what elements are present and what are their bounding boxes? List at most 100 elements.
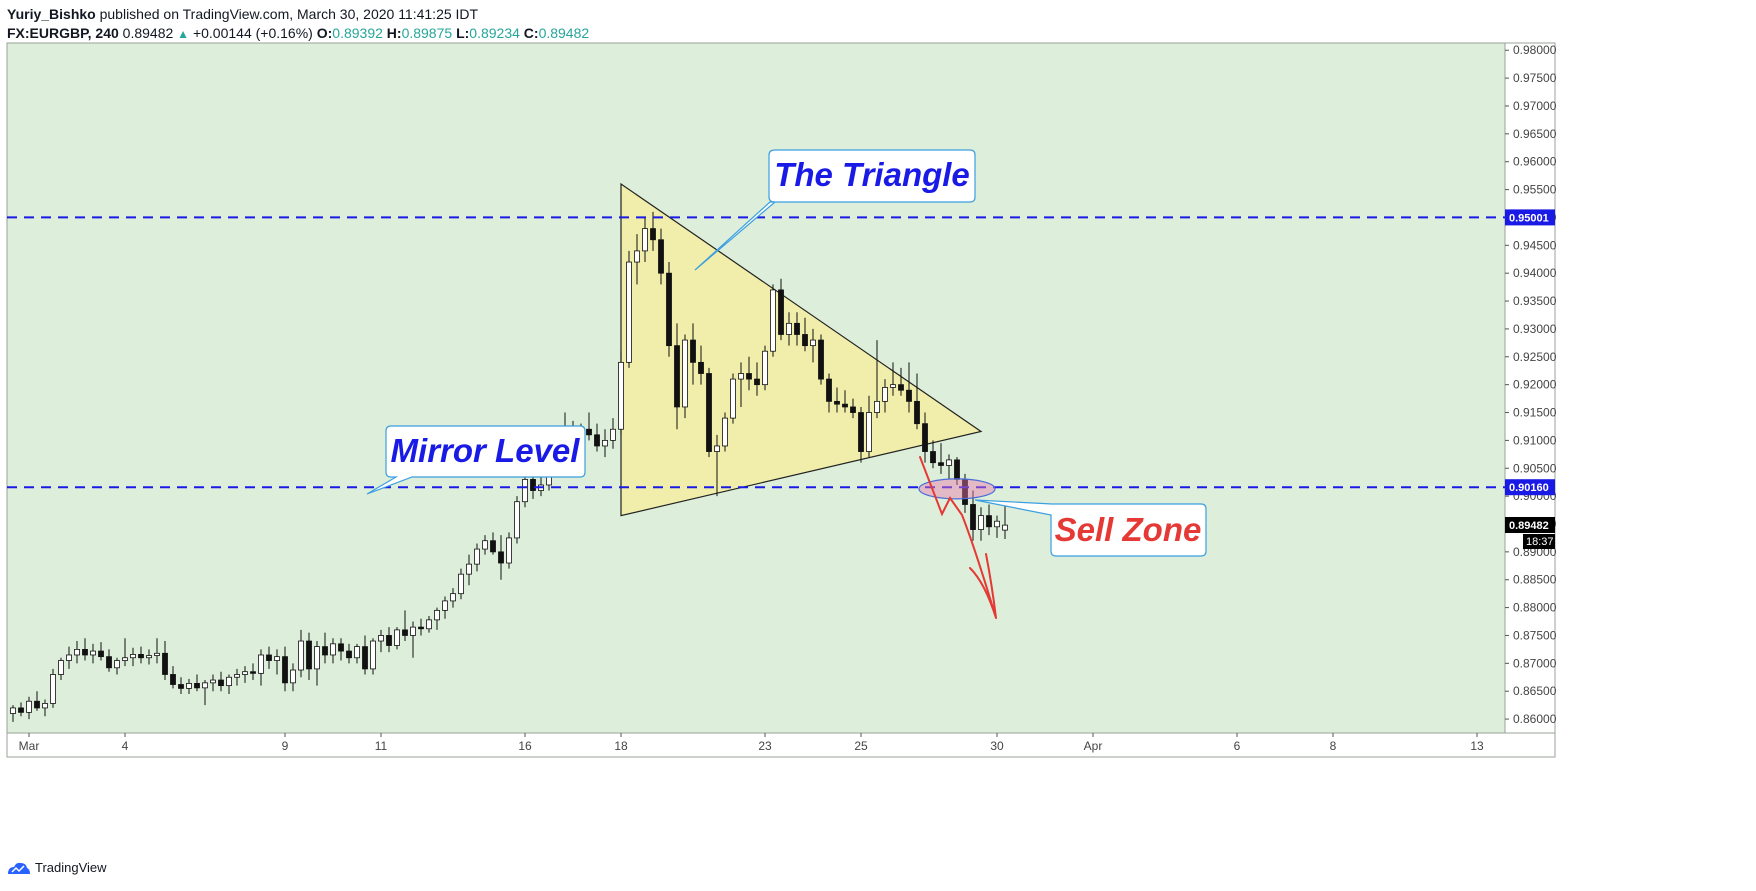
time-axis bbox=[6, 732, 1556, 758]
tradingview-brand[interactable]: TradingView bbox=[7, 860, 107, 875]
candle-body bbox=[474, 548, 480, 565]
author-name[interactable]: Yuriy_Bishko bbox=[7, 6, 96, 22]
y-tick-label: 0.86500 bbox=[1513, 684, 1557, 698]
candle-body bbox=[490, 540, 496, 553]
candle-body bbox=[898, 384, 904, 391]
level-price-label: 0.95001 bbox=[1509, 212, 1549, 224]
x-tick-label: Apr bbox=[1084, 739, 1103, 753]
callout-text: Sell Zone bbox=[1055, 511, 1202, 548]
candle-body bbox=[506, 537, 512, 564]
candle bbox=[66, 646, 72, 669]
candle-body bbox=[858, 412, 864, 452]
candle-body bbox=[770, 289, 776, 352]
candle-body bbox=[970, 504, 976, 530]
y-tick-label: 0.94000 bbox=[1513, 266, 1557, 280]
candle bbox=[594, 423, 600, 452]
candle bbox=[658, 228, 664, 285]
candle-body bbox=[386, 635, 392, 646]
candle bbox=[314, 641, 320, 686]
level-price-badge bbox=[1505, 479, 1555, 496]
candle bbox=[786, 312, 792, 346]
ohlc-info: FX:EURGBP, 240 0.89482 ▲ +0.00144 (+0.16… bbox=[7, 25, 589, 41]
candle-body bbox=[258, 654, 264, 674]
candle bbox=[42, 699, 48, 717]
close-label: C: bbox=[523, 25, 539, 41]
candle bbox=[266, 646, 272, 669]
candle bbox=[226, 674, 232, 694]
candle-body bbox=[586, 428, 592, 436]
candle-body bbox=[330, 643, 336, 656]
candle-body bbox=[698, 361, 704, 374]
candle bbox=[74, 641, 80, 664]
candle-body bbox=[114, 660, 120, 669]
x-tick-label: 9 bbox=[282, 739, 289, 753]
up-triangle-icon: ▲ bbox=[177, 27, 190, 41]
candle-body bbox=[722, 417, 728, 447]
tradingview-logo-icon bbox=[8, 862, 30, 874]
low-value: 0.89234 bbox=[469, 25, 520, 41]
candle-body bbox=[866, 412, 872, 452]
open-value: 0.89392 bbox=[332, 25, 383, 41]
candle-body bbox=[378, 635, 384, 642]
candle bbox=[210, 674, 216, 692]
candle-body bbox=[906, 389, 912, 402]
candle-body bbox=[738, 373, 744, 380]
candle-body bbox=[122, 657, 128, 661]
candle-body bbox=[514, 501, 520, 539]
level-price-label: 0.90160 bbox=[1509, 482, 1549, 494]
candle bbox=[402, 610, 408, 642]
candle bbox=[434, 607, 440, 630]
candle bbox=[794, 312, 800, 346]
candle-body bbox=[90, 650, 96, 656]
candle bbox=[170, 666, 176, 689]
callout-bubble bbox=[366, 425, 586, 495]
candle bbox=[322, 632, 328, 664]
candle bbox=[234, 668, 240, 686]
candle bbox=[290, 663, 296, 692]
candle bbox=[898, 367, 904, 396]
candle bbox=[250, 663, 256, 681]
candle bbox=[450, 588, 456, 608]
x-tick-label: 11 bbox=[375, 739, 388, 753]
candle-body bbox=[226, 676, 232, 687]
candle bbox=[202, 680, 208, 706]
candle bbox=[866, 395, 872, 458]
candle-body bbox=[778, 289, 784, 335]
candle-body bbox=[802, 334, 808, 347]
candle bbox=[746, 356, 752, 391]
y-tick-label: 0.87500 bbox=[1513, 628, 1557, 642]
candle bbox=[986, 504, 992, 536]
candle-body bbox=[306, 640, 312, 670]
candle bbox=[618, 351, 624, 435]
candle bbox=[106, 649, 112, 672]
candles-group bbox=[10, 211, 1008, 722]
candle-body bbox=[410, 626, 416, 636]
candle-body bbox=[834, 400, 840, 405]
candle-body bbox=[930, 451, 936, 464]
callout-bubble bbox=[694, 149, 976, 271]
candle bbox=[626, 250, 632, 368]
candle-body bbox=[34, 700, 40, 709]
candle bbox=[346, 643, 352, 664]
candle-body bbox=[810, 339, 816, 347]
candle bbox=[674, 323, 680, 430]
candle-body bbox=[274, 656, 280, 661]
candle-body bbox=[602, 439, 608, 447]
candle bbox=[258, 649, 264, 686]
candle-body bbox=[162, 652, 168, 675]
candle-body bbox=[154, 652, 160, 656]
candle bbox=[994, 515, 1000, 538]
x-tick-label: 23 bbox=[758, 739, 772, 753]
last-price: 0.89482 bbox=[122, 25, 174, 41]
candle bbox=[738, 362, 744, 407]
candle-body bbox=[450, 593, 456, 602]
y-tick-label: 0.91500 bbox=[1513, 406, 1557, 420]
candle bbox=[162, 641, 168, 681]
candle-body bbox=[170, 674, 176, 685]
y-tick-label: 0.97500 bbox=[1513, 71, 1557, 85]
candle bbox=[978, 507, 984, 541]
callout-mirror-level: Mirror Level bbox=[366, 425, 586, 495]
candle bbox=[610, 418, 616, 449]
candle bbox=[130, 647, 136, 667]
